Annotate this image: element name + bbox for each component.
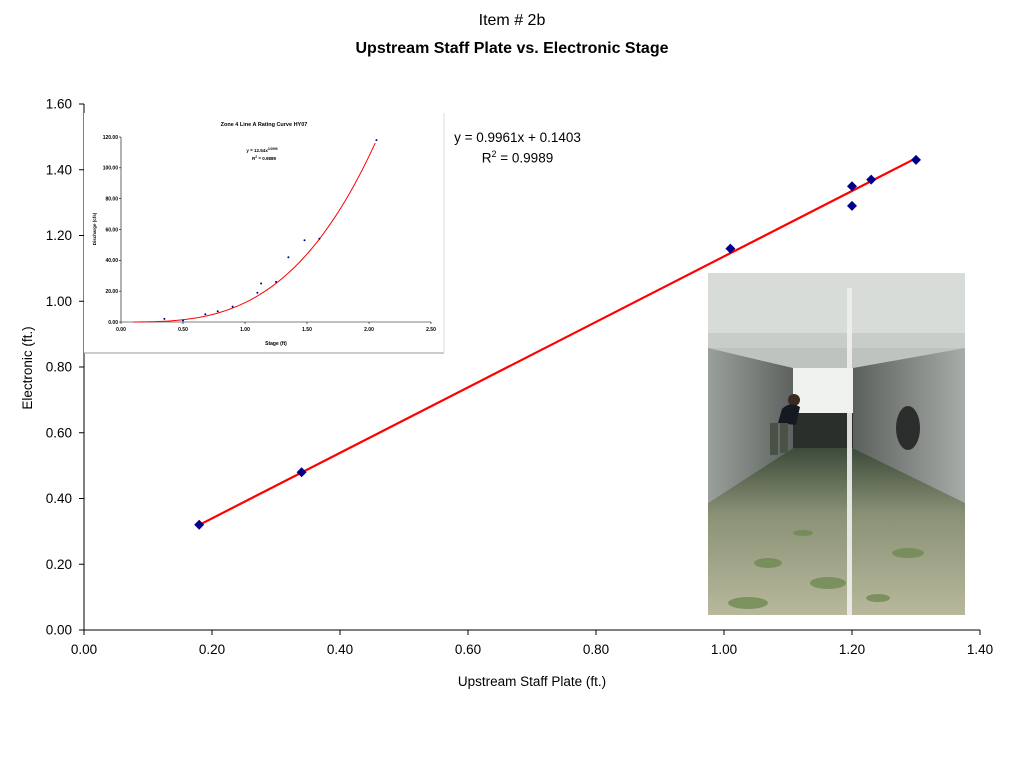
inset-x-tick-label: 1.00: [240, 327, 250, 333]
inset-equation: y = 12.54x3.0999: [246, 147, 277, 153]
inset-r-squared: R2 = 0.9889: [252, 155, 276, 161]
inset-data-point: [256, 291, 259, 294]
chart-title: Upstream Staff Plate vs. Electronic Stag…: [355, 40, 669, 57]
inset-x-tick-label: 0.00: [116, 327, 126, 333]
inset-x-tick-label: 2.50: [426, 327, 436, 333]
x-tick-label: 1.40: [967, 642, 993, 657]
y-tick-label: 1.40: [46, 162, 72, 177]
inset-x-tick-label: 0.50: [178, 327, 188, 333]
x-tick-label: 0.20: [199, 642, 225, 657]
inset-background: [84, 113, 444, 353]
inset-title: Zone 4 Line A Rating Curve HY07: [221, 122, 308, 128]
inset-y-tick-label: 100.00: [103, 166, 119, 172]
inset-data-point: [231, 305, 234, 308]
y-tick-label: 0.40: [46, 491, 72, 506]
data-point: [847, 200, 857, 211]
data-point: [194, 519, 205, 530]
inset-x-tick-label: 2.00: [364, 327, 374, 333]
inset-data-point: [216, 310, 219, 313]
y-tick-label: 0.60: [46, 425, 72, 440]
inset-y-tick-label: 80.00: [105, 196, 118, 202]
y-axis-label: Electronic (ft.): [20, 326, 35, 409]
inset-y-axis-label: Discharge (cfs): [92, 212, 97, 245]
inset-data-point: [375, 139, 378, 142]
inset-data-point: [275, 280, 277, 283]
inset-y-tick-label: 0.00: [108, 320, 118, 326]
inset-y-tick-label: 60.00: [105, 227, 118, 233]
inset-data-point: [163, 317, 166, 320]
data-point: [725, 243, 736, 254]
culvert-photo-drawing: [708, 273, 965, 615]
x-axis-label: Upstream Staff Plate (ft.): [458, 674, 606, 689]
x-tick-label: 1.00: [711, 642, 737, 657]
inset-data-point: [260, 282, 263, 285]
inset-data-point: [287, 256, 290, 259]
inset-trendline: [133, 142, 376, 323]
r-squared-label: R2 = 0.9989: [481, 149, 554, 166]
inset-data-point: [204, 313, 207, 316]
trendline: [198, 157, 917, 526]
data-point: [866, 174, 877, 185]
y-tick-label: 0.20: [46, 557, 72, 572]
trendline-equation: y = 0.9961x + 0.1403: [454, 130, 581, 145]
inset-x-axis-label: Stage (ft): [265, 341, 287, 347]
y-tick-label: 1.00: [46, 294, 72, 309]
x-tick-label: 0.80: [583, 642, 609, 657]
inset-x-tick-label: 1.50: [302, 327, 312, 333]
culvert-photo: [708, 273, 965, 615]
y-tick-label: 1.60: [46, 97, 72, 112]
inset-y-tick-label: 20.00: [105, 289, 118, 295]
x-tick-label: 0.40: [327, 642, 353, 657]
x-tick-label: 0.60: [455, 642, 481, 657]
data-point: [296, 467, 307, 478]
y-tick-label: 0.00: [46, 623, 72, 638]
y-tick-label: 0.80: [46, 360, 72, 375]
data-point: [911, 154, 921, 165]
inset-data-point: [318, 237, 321, 240]
inset-data-point: [182, 319, 184, 322]
x-tick-label: 1.20: [839, 642, 865, 657]
item-number: Item # 2b: [478, 12, 546, 29]
data-point: [847, 181, 857, 192]
x-tick-label: 0.00: [71, 642, 97, 657]
inset-data-point: [303, 239, 306, 242]
y-tick-label: 1.20: [46, 228, 72, 243]
inset-y-tick-label: 40.00: [105, 258, 118, 264]
inset-y-tick-label: 120.00: [103, 135, 119, 141]
